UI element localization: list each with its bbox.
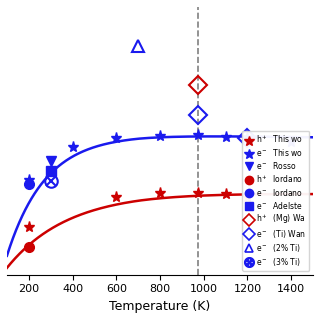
Legend: h$^+$  This wo, e$^-$  This wo, e$^-$  Rosso, h$^+$  Iordano, e$^-$  Iordano, e$: h$^+$ This wo, e$^-$ This wo, e$^-$ Ross…	[242, 131, 309, 271]
X-axis label: Temperature (K): Temperature (K)	[109, 300, 211, 313]
